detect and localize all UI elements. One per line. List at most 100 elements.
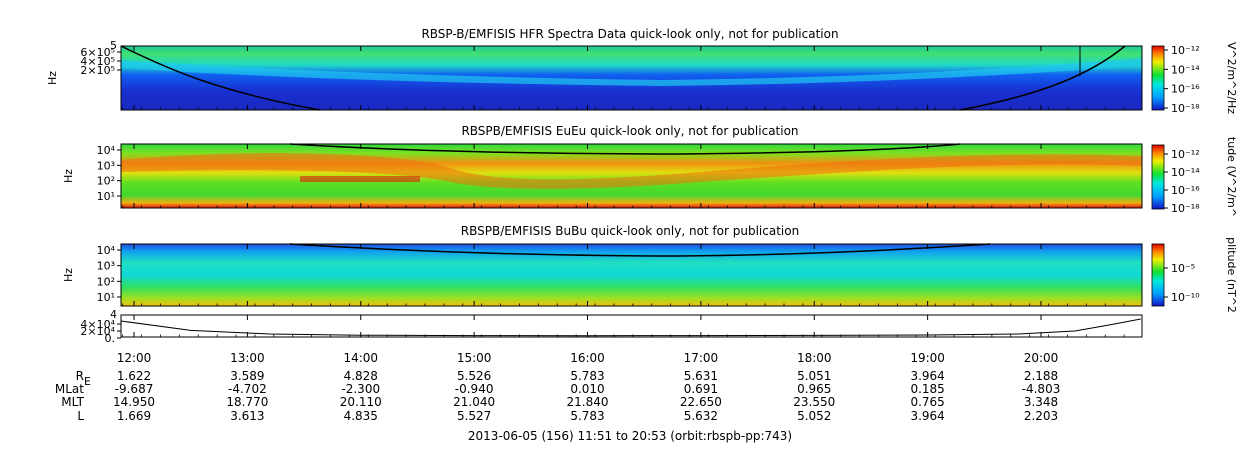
- ephemeris-value: 5.527: [457, 409, 491, 423]
- panel1-ylabel: Hz: [46, 71, 59, 85]
- ephemeris-row-label: R: [76, 369, 84, 383]
- ephemeris-value: 3.964: [910, 369, 944, 383]
- panel1-colorbar-label: V^2/m^2/Hz: [1225, 42, 1238, 114]
- panel2-ylabel: Hz: [62, 169, 75, 183]
- ephemeris-value: -0.940: [455, 382, 494, 396]
- ephemeris-value: -4.803: [1022, 382, 1061, 396]
- panel1-colorbar-ticks: 10⁻¹² 10⁻¹⁴ 10⁻¹⁶ 10⁻¹⁸: [1164, 44, 1200, 115]
- colorbar-tick-label: 10⁻¹⁴: [1171, 63, 1200, 76]
- ephemeris-value: 3.964: [910, 409, 944, 423]
- footer-caption: 2013-06-05 (156) 11:51 to 20:53 (orbit:r…: [468, 429, 792, 443]
- ephemeris-value: 0.185: [910, 382, 944, 396]
- panel4-ytick-label: 0.: [105, 332, 116, 345]
- ephemeris-row-label: MLT: [61, 395, 84, 409]
- ephemeris-value: 2.203: [1024, 409, 1058, 423]
- ephemeris-value: 18.770: [226, 395, 268, 409]
- ephemeris-table: R E 1.622 3.589 4.828 5.526 5.783 5.631 5.051 3.9…: [55, 369, 1060, 423]
- panel2-ytick-label: 10¹: [97, 190, 115, 203]
- ephemeris-row-sub: E: [84, 375, 91, 388]
- panel3-fce-line: [289, 243, 991, 257]
- panel2-yticks: 10⁴ 10³ 10² 10¹: [97, 144, 121, 203]
- panel1-ytick-label: 4×10⁵: [80, 55, 115, 68]
- ephemeris-value: 5.631: [684, 369, 718, 383]
- ephemeris-value: 4.828: [344, 369, 378, 383]
- ephemeris-value: 1.669: [117, 409, 151, 423]
- time-axis: 12:00 13:00 14:00 15:00 16:00 17:00 18:00 19:00…: [117, 46, 1125, 365]
- panel3-ytick-label: 10⁴: [97, 244, 116, 257]
- panel3-ytick-label: 10²: [97, 275, 115, 288]
- colorbar-tick-label: 10⁻¹⁴: [1171, 166, 1200, 179]
- colorbar-tick-label: 10⁻¹⁶: [1171, 184, 1200, 197]
- panel3-ytick-label: 10³: [97, 260, 115, 273]
- panel3-colorbar-ticks: 10⁻⁵ 10⁻¹⁰: [1164, 262, 1200, 304]
- panel1-band: [121, 58, 1142, 86]
- ephemeris-value: 5.783: [570, 369, 604, 383]
- colorbar-tick-label: 10⁻¹⁸: [1171, 102, 1200, 115]
- ephemeris-value: -2.300: [341, 382, 380, 396]
- ephemeris-value: -4.702: [228, 382, 267, 396]
- time-tick-label: 15:00: [457, 351, 492, 365]
- panel1-spectrogram: [121, 46, 1142, 110]
- ephemeris-value: 22.650: [680, 395, 722, 409]
- panel2-ytick-label: 10³: [97, 159, 115, 172]
- panel2-ytick-label: 10⁴: [97, 144, 116, 157]
- panel3-colorbar-label: plitude (nT^2: [1225, 237, 1238, 313]
- ephemeris-value: 23.550: [793, 395, 835, 409]
- ephemeris-value: 0.765: [910, 395, 944, 409]
- panel1-ytick-label: 2×10⁵: [80, 64, 115, 77]
- panel3-ytick-label: 10¹: [97, 291, 115, 304]
- panel2-fce-line: [289, 143, 961, 155]
- time-tick-label: 16:00: [570, 351, 605, 365]
- ephemeris-value: 5.526: [457, 369, 491, 383]
- time-tick-label: 20:00: [1024, 351, 1059, 365]
- panel4-frame: [120, 314, 1143, 338]
- ephemeris-value: 2.188: [1024, 369, 1058, 383]
- ephemeris-value: 5.783: [570, 409, 604, 423]
- panel2-ytick-label: 10²: [97, 175, 115, 188]
- time-tick-label: 19:00: [910, 351, 945, 365]
- time-tick-label: 13:00: [230, 351, 265, 365]
- colorbar-tick-label: 10⁻¹⁶: [1171, 83, 1200, 96]
- panel4-ytop: 4: [110, 308, 117, 321]
- ephemeris-value: 0.010: [570, 382, 604, 396]
- panel2-colorbar-ticks: 10⁻¹² 10⁻¹⁴ 10⁻¹⁶ 10⁻¹⁸: [1164, 148, 1200, 215]
- panel2-band: [121, 153, 1142, 189]
- colorbar-tick-label: 10⁻⁵: [1171, 262, 1195, 275]
- panel3-spectrogram: [121, 244, 1142, 306]
- panel1-colorbar: [1151, 45, 1165, 111]
- colorbar-tick-label: 10⁻¹²: [1171, 148, 1200, 161]
- colorbar-tick-label: 10⁻¹⁸: [1171, 202, 1200, 215]
- panel2-colorbar-label: tude (V^2/m^: [1225, 137, 1238, 217]
- panel1-frame: [120, 45, 1143, 111]
- ephemeris-value: 3.589: [230, 369, 264, 383]
- ephemeris-row-label: MLat: [55, 382, 84, 396]
- ephemeris-value: -9.687: [115, 382, 154, 396]
- colorbar-tick-label: 10⁻¹⁰: [1171, 291, 1200, 304]
- ephemeris-row-label: L: [77, 409, 84, 423]
- ephemeris-value: 14.950: [113, 395, 155, 409]
- time-tick-label: 17:00: [684, 351, 719, 365]
- colorbar-tick-label: 10⁻¹²: [1171, 44, 1200, 57]
- time-tick-label: 18:00: [797, 351, 832, 365]
- panel1-fce-line-right: [959, 45, 1126, 111]
- ephemeris-value: 3.613: [230, 409, 264, 423]
- panel2-colorbar: [1151, 144, 1165, 210]
- panel3-title: RBSPB/EMFISIS BuBu quick-look only, not …: [461, 224, 799, 238]
- panel2-title: RBSPB/EMFISIS EuEu quick-look only, not …: [461, 124, 798, 138]
- panel4-ytick-label: 2×10⁴: [80, 325, 115, 338]
- ephemeris-value: 1.622: [117, 369, 151, 383]
- ephemeris-value: 0.691: [684, 382, 718, 396]
- ephemeris-value: 5.632: [684, 409, 718, 423]
- ephemeris-value: 5.052: [797, 409, 831, 423]
- ephemeris-value: 20.110: [340, 395, 382, 409]
- ephemeris-value: 3.348: [1024, 395, 1058, 409]
- panel1-ytop: 5: [110, 39, 117, 52]
- panel1-ytick-label: 6×10⁵: [80, 46, 115, 59]
- time-tick-label: 14:00: [343, 351, 378, 365]
- time-tick-label: 12:00: [117, 351, 152, 365]
- panel2-streak: [300, 176, 420, 182]
- panel1-title: RBSP-B/EMFISIS HFR Spectra Data quick-lo…: [421, 27, 838, 41]
- panel4-ytick-label: 4×10⁴: [80, 318, 115, 331]
